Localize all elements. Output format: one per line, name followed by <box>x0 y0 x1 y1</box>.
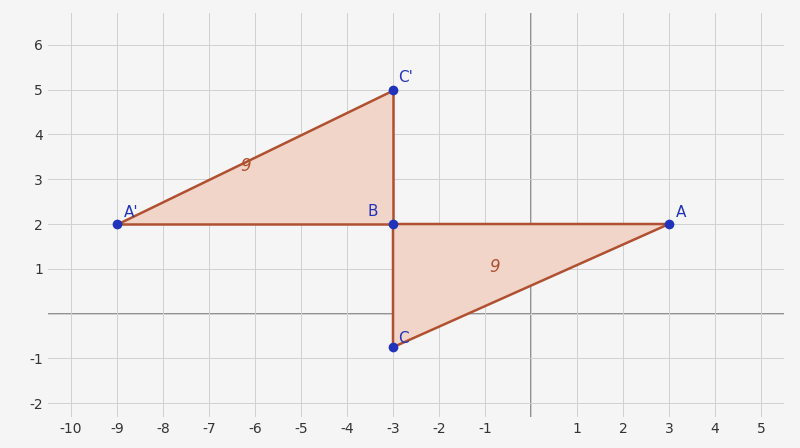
Text: C': C' <box>398 70 414 85</box>
Text: C: C <box>398 332 409 346</box>
Text: B: B <box>368 204 378 219</box>
Polygon shape <box>393 224 669 347</box>
Polygon shape <box>117 90 393 224</box>
Text: 9: 9 <box>241 157 251 175</box>
Text: A': A' <box>124 205 138 220</box>
Text: A: A <box>676 206 686 220</box>
Text: 9: 9 <box>489 258 499 276</box>
